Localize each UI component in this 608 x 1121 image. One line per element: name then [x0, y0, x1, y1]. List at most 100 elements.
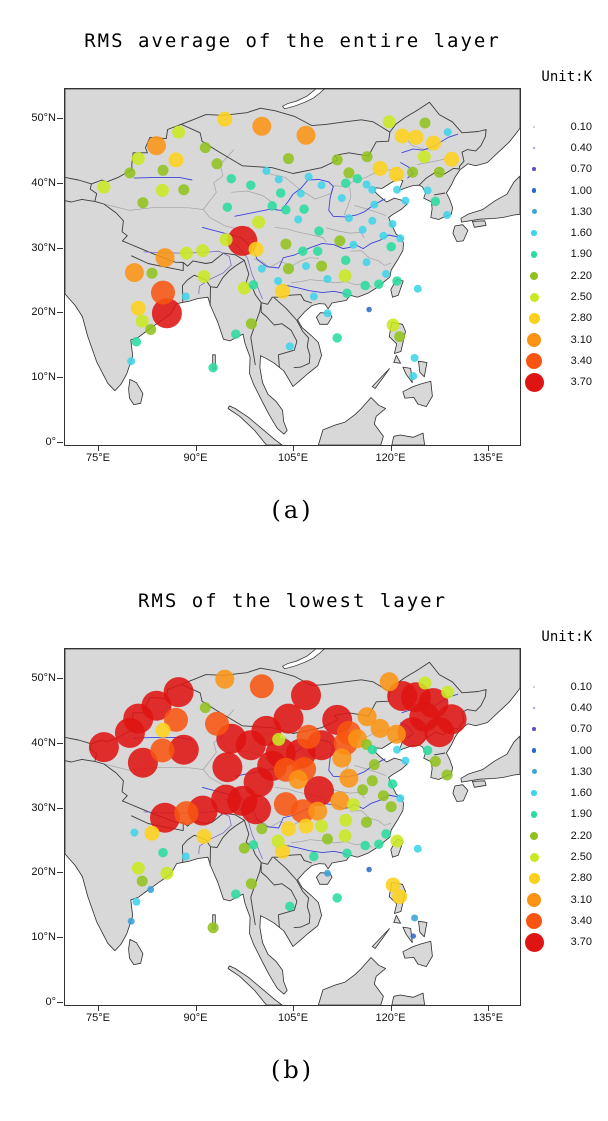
- station-dot: [235, 730, 266, 761]
- station-dot: [430, 196, 441, 207]
- station-dot: [231, 329, 241, 339]
- station-dot: [390, 834, 404, 848]
- legend-dot-icon: [520, 912, 548, 929]
- legend-value-label: 3.70: [570, 936, 592, 949]
- station-dot: [283, 263, 294, 275]
- legend-row: 2.80: [520, 868, 600, 889]
- legend-dot-icon: [520, 292, 548, 302]
- y-tick: [57, 182, 63, 184]
- station-dot: [413, 844, 422, 853]
- station-dot: [366, 866, 372, 873]
- y-tick-label: 30°N: [31, 801, 56, 814]
- station-dot: [285, 342, 294, 351]
- station-dot: [386, 241, 396, 252]
- station-dot: [222, 202, 233, 212]
- station-dot: [172, 125, 186, 139]
- legend-b: 0.10 0.40 0.70 1.00 1.30 1.60 1.90 2.20 2.50 2.80…: [520, 676, 600, 953]
- station-dot: [367, 744, 378, 755]
- station-dot: [130, 300, 146, 316]
- panel-a: RMS average of the entire layer Unit:K 0…: [0, 0, 608, 560]
- legend-row: 1.60: [520, 782, 600, 803]
- legend-dot-icon: [520, 352, 548, 369]
- station-dot: [132, 897, 141, 906]
- station-dot: [332, 333, 342, 343]
- station-dot: [131, 337, 142, 347]
- station-dot: [248, 840, 259, 850]
- legend-value-label: 2.20: [570, 829, 592, 842]
- station-dot: [352, 173, 363, 184]
- station-dot: [322, 833, 333, 845]
- station-dot: [382, 115, 396, 129]
- station-dot: [304, 776, 334, 807]
- y-tick-label: 0°: [45, 435, 56, 448]
- legend-row: 3.40: [520, 910, 600, 931]
- legend-row: 1.60: [520, 222, 600, 243]
- legend-row: 0.10: [520, 676, 600, 697]
- legend-value-label: 1.00: [570, 744, 592, 757]
- station-dot: [294, 215, 303, 224]
- station-dot: [418, 676, 432, 690]
- panel-b: RMS of the lowest layer Unit:K 0.10 0.40 0…: [0, 560, 608, 1120]
- y-tick: [57, 441, 63, 443]
- station-dot: [88, 732, 119, 763]
- legend-row: 3.70: [520, 372, 600, 393]
- station-dot: [137, 197, 149, 209]
- legend-unit-label-b: Unit:K: [541, 629, 592, 645]
- station-dot: [308, 801, 328, 821]
- station-dot: [144, 825, 160, 841]
- station-dot: [147, 886, 155, 893]
- legend-row: 2.20: [520, 265, 600, 286]
- station-dot: [252, 215, 266, 229]
- x-tick-label: 105°E: [277, 1012, 309, 1024]
- legend-value-label: 3.40: [570, 914, 592, 927]
- station-dot: [275, 188, 286, 198]
- legend-value-label: 2.80: [570, 312, 592, 325]
- station-dot: [199, 702, 211, 714]
- x-tick-label: 120°E: [375, 1012, 406, 1024]
- station-dot: [382, 269, 390, 278]
- legend-dot-icon: [520, 332, 548, 347]
- legend-row: 2.50: [520, 846, 600, 867]
- station-dot: [411, 914, 419, 922]
- legend-dot-icon: [520, 892, 548, 907]
- station-dot: [410, 933, 417, 939]
- station-dot: [127, 917, 135, 925]
- station-dot: [304, 172, 313, 181]
- station-dot: [273, 703, 304, 734]
- map-b: [64, 648, 521, 1006]
- y-tick: [57, 937, 63, 939]
- station-dot: [272, 732, 286, 746]
- station-dot: [443, 211, 452, 219]
- station-dot: [387, 779, 398, 789]
- station-dot: [197, 270, 211, 283]
- station-dot: [131, 861, 145, 875]
- legend-value-label: 2.50: [570, 851, 592, 864]
- station-dot: [379, 672, 399, 692]
- x-tick-label: 90°E: [183, 452, 208, 464]
- station-dot: [413, 284, 422, 293]
- station-dot: [366, 775, 378, 787]
- station-dot: [211, 784, 242, 815]
- legend-value-label: 1.30: [570, 765, 592, 778]
- legend-row: 2.80: [520, 308, 600, 329]
- station-dot: [241, 794, 271, 825]
- legend-row: 0.40: [520, 697, 600, 718]
- station-dot: [381, 829, 391, 839]
- legend-row: 1.00: [520, 180, 600, 201]
- station-dot: [124, 167, 136, 179]
- station-dot: [238, 842, 250, 854]
- station-dot: [394, 128, 410, 144]
- y-tick: [57, 1001, 63, 1003]
- y-tick: [57, 807, 63, 809]
- y-tick-label: 50°N: [31, 672, 56, 685]
- legend-dot-icon: [520, 271, 548, 280]
- x-tick: [293, 1006, 295, 1011]
- station-dot: [168, 152, 184, 168]
- chart-title-b: RMS of the lowest layer: [137, 590, 448, 612]
- legend-value-label: 1.00: [570, 184, 592, 197]
- legend-value-label: 3.10: [570, 333, 592, 346]
- x-tick-label: 105°E: [277, 452, 309, 464]
- station-dot: [309, 292, 318, 301]
- legend-value-label: 0.10: [570, 680, 592, 693]
- legend-dot-icon: [520, 748, 548, 753]
